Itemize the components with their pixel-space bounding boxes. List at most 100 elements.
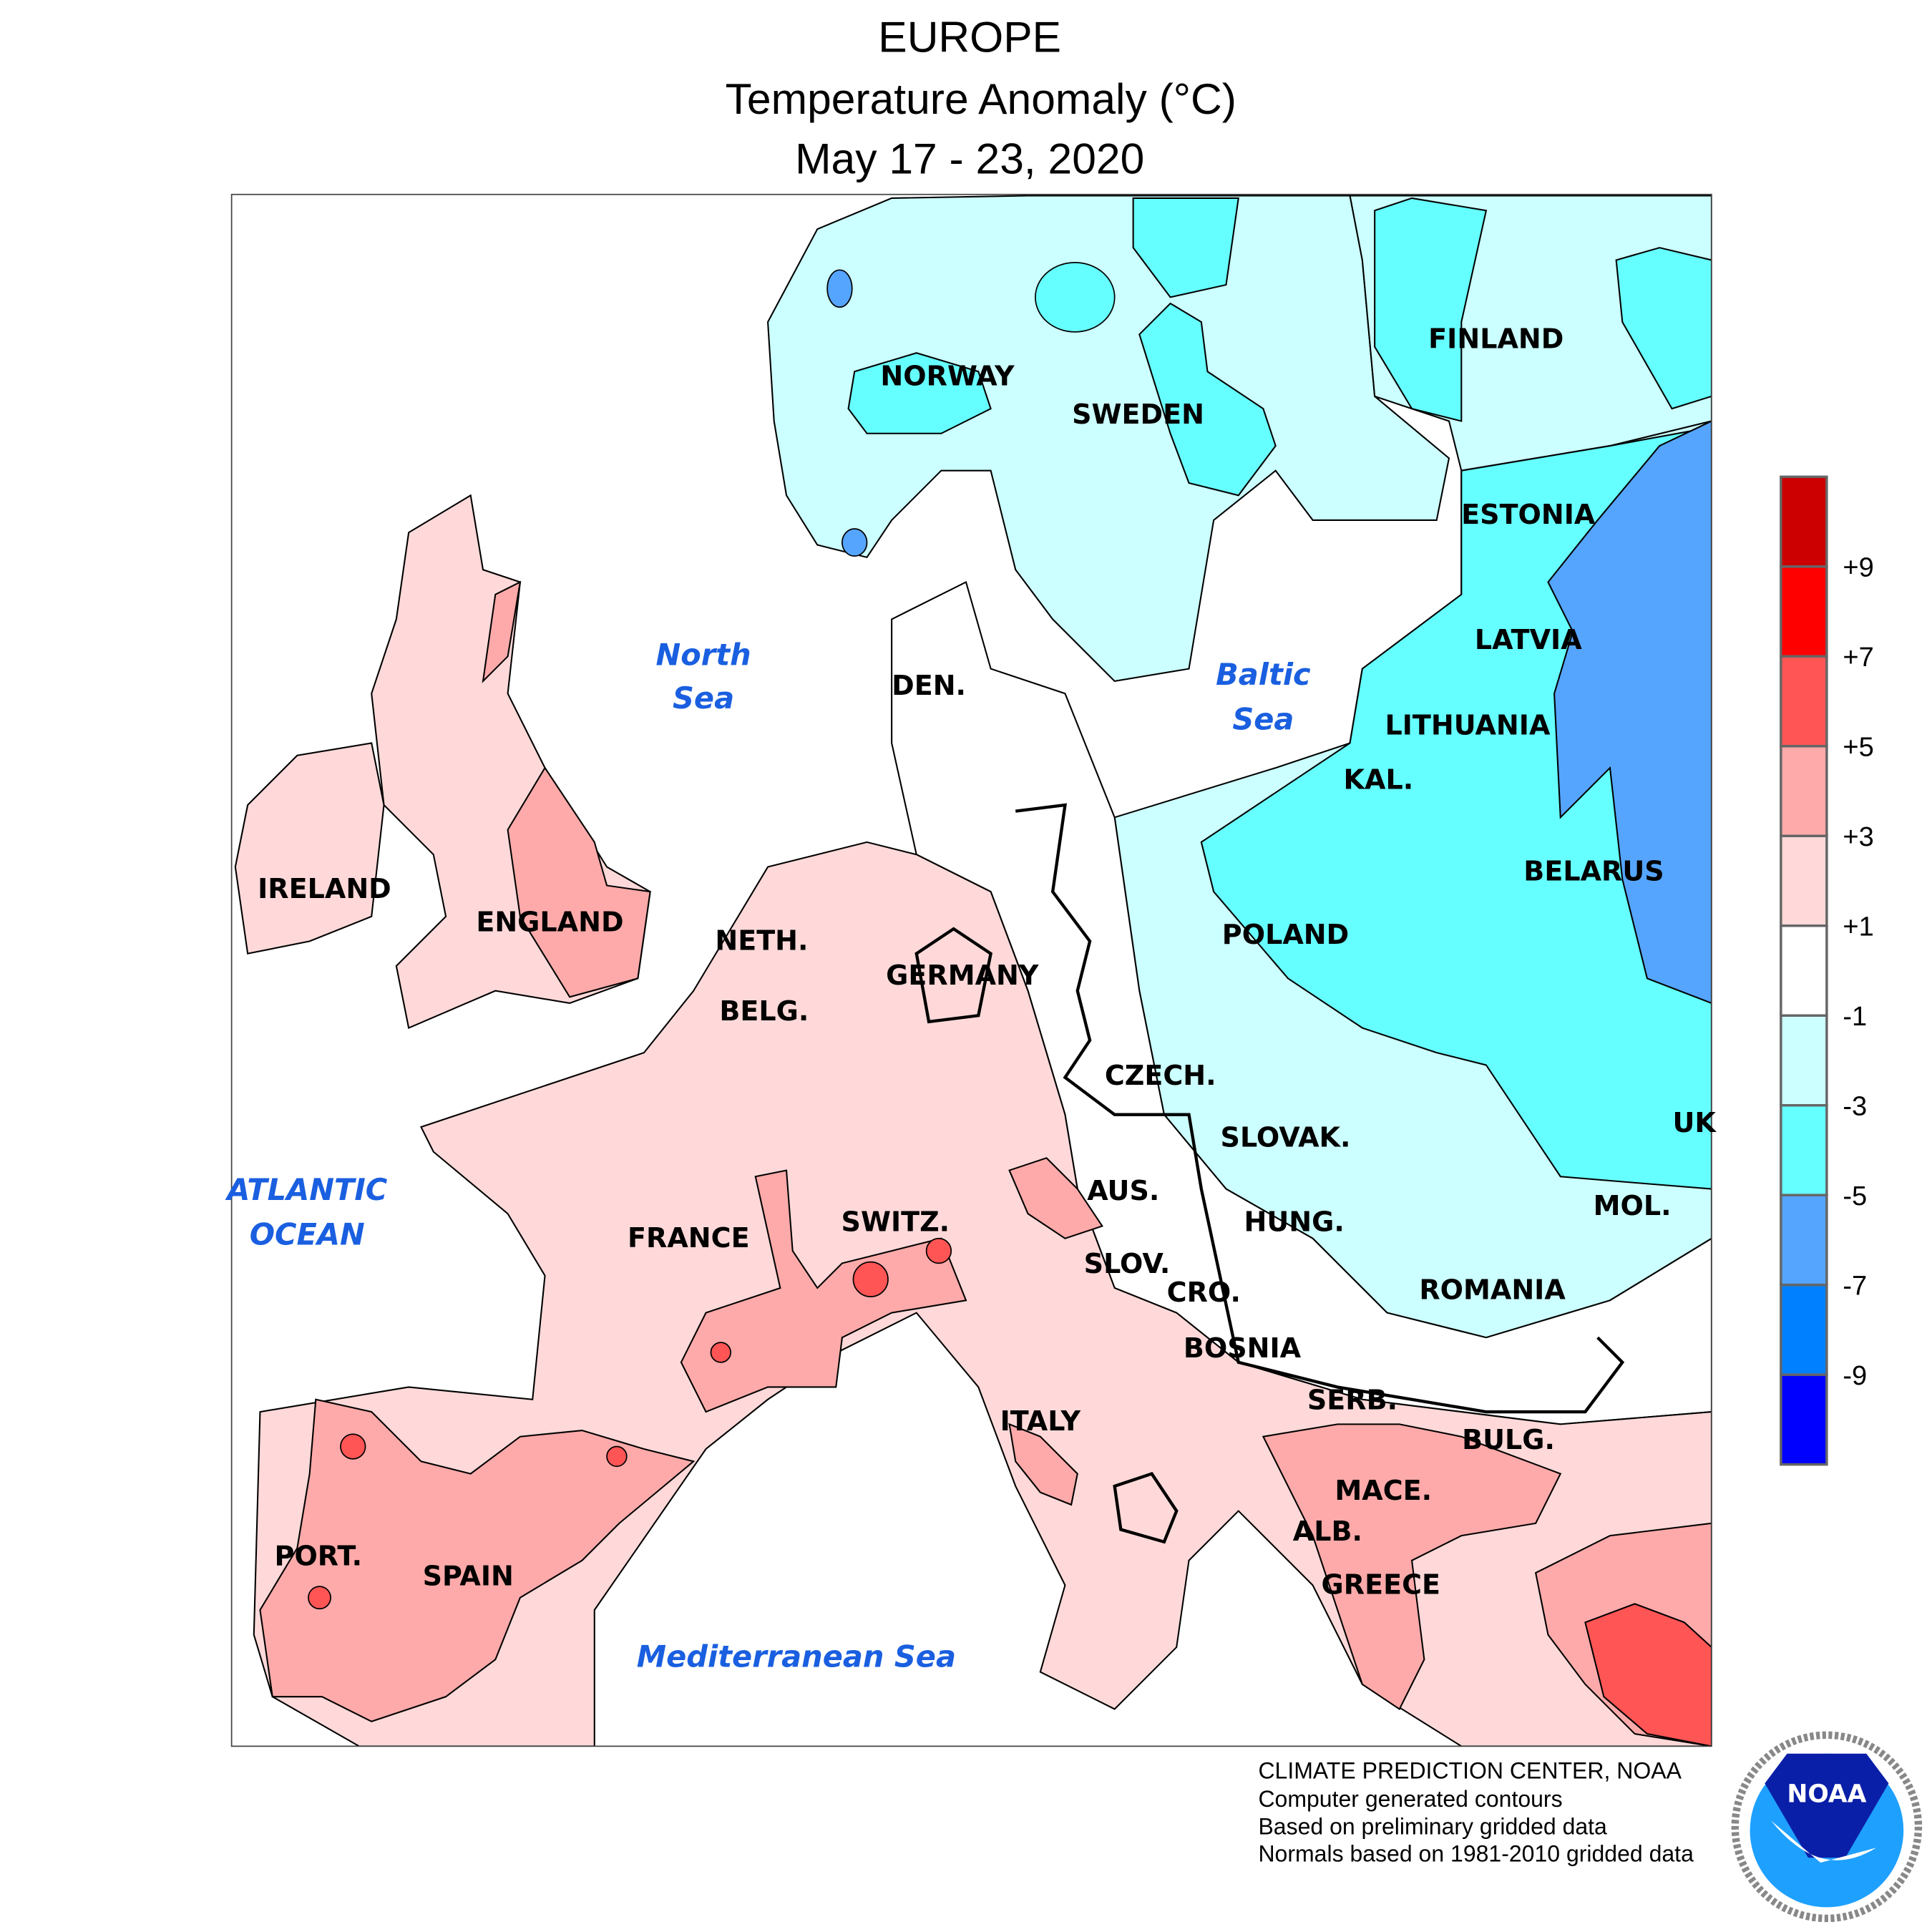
region-spain-hot-2: [606, 1445, 628, 1468]
label-croatia: CRO.: [1167, 1277, 1241, 1308]
legend-swatch: [1780, 1194, 1828, 1287]
label-austria: AUS.: [1087, 1175, 1159, 1206]
label-slovenia: SLOV.: [1084, 1248, 1171, 1279]
legend-label: +3: [1843, 822, 1873, 852]
label-macedonia: MACE.: [1335, 1475, 1432, 1506]
label-serbia: SERB.: [1307, 1385, 1397, 1416]
country-labels: NORWAY SWEDEN FINLAND ESTONIA LATVIA LIT…: [258, 323, 1717, 1600]
region-england-warm: [507, 766, 651, 998]
label-albania: ALB.: [1293, 1516, 1362, 1547]
region-balkans-warm: [1262, 1423, 1562, 1710]
label-moldova: MOL.: [1594, 1190, 1672, 1221]
map-area: [231, 194, 1712, 1747]
region-france-warm: [680, 1169, 967, 1413]
legend-swatch: [1780, 745, 1828, 837]
label-lithuania: LITHUANIA: [1385, 709, 1551, 741]
legend-label: -3: [1843, 1092, 1867, 1122]
region-sweden-cyan: [1138, 302, 1277, 497]
label-finland: FINLAND: [1428, 323, 1563, 354]
label-mediterranean: Mediterranean Sea: [637, 1639, 956, 1674]
label-baltic-1: Baltic: [1216, 657, 1311, 692]
legend-label: -7: [1843, 1272, 1867, 1302]
footer-line-4: Normals based on 1981-2010 gridded data: [1258, 1840, 1694, 1866]
label-latvia: LATVIA: [1475, 624, 1582, 655]
region-norway-cyan: [847, 352, 992, 434]
label-hungary: HUNG.: [1244, 1206, 1344, 1237]
region-norway-blue-2: [841, 528, 868, 557]
zero-contour: [1015, 803, 1625, 1414]
label-denmark: DEN.: [892, 670, 966, 701]
legend-label: -1: [1843, 1002, 1867, 1032]
label-baltic-2: Sea: [1232, 701, 1294, 736]
region-belarus-blue: [1547, 420, 1712, 1005]
label-germany: GERMANY: [886, 960, 1039, 991]
label-italy: ITALY: [1000, 1405, 1081, 1437]
label-belgium: BELG.: [719, 995, 809, 1027]
region-sweden-blob: [1035, 262, 1116, 333]
label-estonia: ESTONIA: [1461, 499, 1596, 530]
region-north-cyan: [1132, 197, 1239, 298]
legend-label: +7: [1843, 643, 1873, 673]
label-ireland: IRELAND: [258, 873, 391, 904]
label-netherlands: NETH.: [715, 924, 808, 956]
label-czech: CZECH.: [1105, 1060, 1216, 1091]
noaa-logo-text: NOAA: [1787, 1780, 1866, 1808]
region-norway-blue: [826, 269, 853, 308]
legend-swatch: [1780, 1014, 1828, 1107]
label-poland: POLAND: [1222, 919, 1349, 950]
label-ukraine: UK: [1672, 1107, 1717, 1138]
region-port-hot: [308, 1586, 331, 1610]
legend-swatch: [1780, 924, 1828, 1017]
title-region: EUROPE: [878, 13, 1061, 62]
label-england: ENGLAND: [476, 907, 623, 938]
region-ne-cyan: [1615, 247, 1712, 410]
legend-swatch: [1780, 1283, 1828, 1376]
label-north-sea-1: North: [655, 637, 751, 672]
label-north-sea-2: Sea: [673, 680, 734, 716]
legend-swatch: [1780, 655, 1828, 748]
legend-label: +5: [1843, 733, 1873, 763]
noaa-logo: NOAA: [1731, 1731, 1923, 1923]
contour-loop-germany: [914, 927, 993, 1024]
map-frame: [230, 193, 1712, 1747]
legend-swatch: [1780, 565, 1828, 658]
region-scotland-warm: [482, 580, 522, 683]
region-iberia-warm: [259, 1398, 696, 1722]
region-alps-hot-2: [925, 1237, 952, 1264]
region-alps-hot: [852, 1261, 889, 1297]
label-greece: GREECE: [1322, 1569, 1440, 1601]
footer-line-3: Based on preliminary gridded data: [1258, 1813, 1607, 1839]
legend-swatch: [1780, 834, 1828, 927]
legend-label: +1: [1843, 912, 1873, 942]
legend-label: -9: [1843, 1361, 1867, 1391]
label-belarus: BELARUS: [1523, 856, 1664, 887]
label-atlantic-2: OCEAN: [250, 1216, 365, 1252]
legend-label: +9: [1843, 553, 1873, 583]
title-subtitle: Temperature Anomaly (°C): [726, 74, 1236, 123]
label-romania: ROMANIA: [1419, 1274, 1566, 1306]
region-finland-cyan: [1374, 197, 1488, 422]
region-ireland: [234, 742, 385, 955]
sea-labels: North Sea Baltic Sea ATLANTIC OCEAN Medi…: [225, 637, 1311, 1674]
legend-swatch: [1780, 1373, 1828, 1466]
legend-label: -5: [1843, 1181, 1867, 1211]
footer-line-2: Computer generated contours: [1258, 1786, 1562, 1812]
label-bosnia: BOSNIA: [1184, 1332, 1302, 1364]
label-atlantic-1: ATLANTIC: [225, 1172, 388, 1207]
label-kaliningrad: KAL.: [1344, 764, 1414, 796]
label-portugal: PORT.: [275, 1541, 363, 1572]
region-turkey-hot: [1584, 1603, 1712, 1747]
title-period: May 17 - 23, 2020: [795, 134, 1144, 182]
legend-swatch: [1780, 475, 1828, 568]
label-spain: SPAIN: [423, 1560, 514, 1591]
label-france: FRANCE: [628, 1222, 750, 1254]
legend-swatch: [1780, 1103, 1828, 1196]
region-france-hot: [710, 1342, 732, 1363]
region-spain-hot: [340, 1433, 366, 1460]
footer-line-1: CLIMATE PREDICTION CENTER, NOAA: [1258, 1757, 1682, 1783]
label-bulgaria: BULG.: [1462, 1424, 1555, 1455]
label-switzerland: SWITZ.: [841, 1206, 950, 1237]
label-norway: NORWAY: [880, 360, 1015, 391]
label-sweden: SWEDEN: [1072, 399, 1204, 430]
label-slovakia: SLOVAK.: [1221, 1122, 1351, 1153]
